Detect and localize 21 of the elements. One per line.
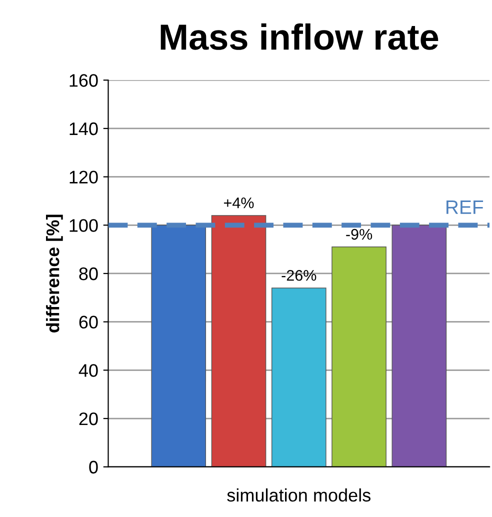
y-axis-title: difference [%] (46, 214, 63, 332)
y-tick-label: 160 (70, 74, 98, 87)
x-axis-title: simulation models (227, 488, 370, 502)
bar (392, 224, 447, 467)
bar (271, 288, 326, 467)
y-tick-label: 140 (70, 122, 98, 136)
annotation: +4% (224, 198, 254, 208)
y-tick-label: 0 (89, 460, 98, 474)
y-tick-label: 40 (78, 364, 98, 377)
annotation: -9% (346, 228, 372, 240)
y-tick-label: 20 (79, 412, 98, 426)
y-tick-label: 100 (70, 219, 98, 232)
ref-line-label: REF (446, 200, 484, 214)
chart-title: Mass inflow rate (160, 23, 438, 50)
bar (332, 246, 386, 467)
y-tick-label: 120 (70, 170, 98, 184)
y-tick-label: 80 (79, 267, 98, 280)
y-tick-label: 60 (79, 316, 98, 329)
bar (211, 215, 266, 467)
annotation: -26% (282, 270, 316, 281)
bar (151, 224, 206, 467)
